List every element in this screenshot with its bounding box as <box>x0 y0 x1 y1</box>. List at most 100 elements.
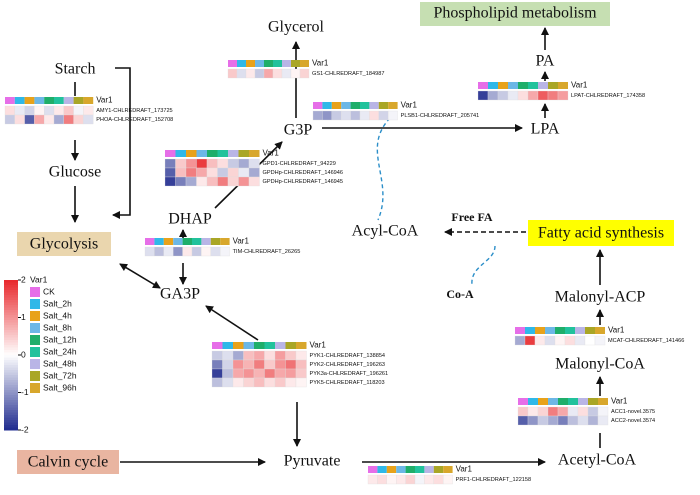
heat-cell <box>217 158 229 169</box>
colorbar-step <box>4 320 18 323</box>
var-label: Var1 <box>608 326 625 335</box>
heat-cell <box>232 377 244 388</box>
heat-cell <box>547 415 559 426</box>
colorbar-step <box>4 422 18 426</box>
heat-cell <box>185 176 197 187</box>
heat-cell <box>53 105 64 116</box>
heat-cell <box>388 110 398 121</box>
heat-cell <box>248 158 260 169</box>
heat-cell <box>211 377 223 388</box>
condition-swatch <box>282 60 291 67</box>
heat-cell <box>217 176 229 187</box>
heat-cell <box>163 246 174 257</box>
colorbar-tick-label: 1 <box>21 312 26 322</box>
node-label: PA <box>536 53 555 70</box>
heat-cell <box>341 110 351 121</box>
colorbar-step <box>4 315 18 318</box>
heat-cell <box>524 335 536 346</box>
heat-cell <box>290 68 301 79</box>
heat-cell <box>377 474 387 485</box>
arrow <box>205 305 259 341</box>
condition-swatch <box>246 60 255 67</box>
condition-swatch <box>264 342 275 349</box>
heat-cell <box>243 359 255 370</box>
condition-swatch <box>291 60 300 67</box>
colorbar-step <box>4 400 18 403</box>
gene-label: GS1-CHLREDRAFT_184987 <box>312 71 384 77</box>
gene-label: GPDHp-CHLREDRAFT_146945 <box>263 179 344 185</box>
condition-swatch <box>201 238 211 245</box>
colorbar-step <box>4 375 18 378</box>
colorbar-step <box>4 327 18 331</box>
heat-cell <box>222 368 234 379</box>
heat-cell <box>182 246 193 257</box>
colorbar-step <box>4 310 18 313</box>
condition-swatch <box>322 102 332 109</box>
condition-swatch <box>350 102 360 109</box>
condition-swatch <box>518 82 528 89</box>
heat-cell <box>206 176 218 187</box>
condition-swatch <box>182 238 192 245</box>
colorbar-step <box>4 292 18 296</box>
condition-swatch <box>598 398 608 405</box>
heat-cell <box>154 246 164 257</box>
condition-swatch <box>228 150 239 157</box>
heat-cell <box>232 359 244 370</box>
colorbar-step <box>4 342 18 346</box>
condition-swatch <box>368 466 378 473</box>
heat-cell <box>253 377 265 388</box>
legend-label: Salt_24h <box>43 346 77 356</box>
gene-label: PYK1-CHLREDRAFT_138854 <box>310 353 386 359</box>
legend-swatch <box>30 287 40 297</box>
colorbar-step <box>4 297 18 301</box>
var-label: Var1 <box>96 96 113 105</box>
colorbar-step <box>4 402 18 406</box>
colorbar-step <box>4 412 18 416</box>
legend-label: Salt_96h <box>43 382 77 392</box>
colorbar-step <box>4 405 18 408</box>
heat-cell <box>367 474 378 485</box>
heat-cell <box>264 350 276 361</box>
legend-swatch <box>30 311 40 321</box>
colorbar-step <box>4 397 18 401</box>
condition-swatch <box>249 150 260 157</box>
colorbar-step <box>4 285 18 288</box>
heat-cell <box>144 246 155 257</box>
heat-cell <box>557 90 569 101</box>
condition-swatch <box>588 398 598 405</box>
gene-label: PLSB1-CHLREDRAFT_205741 <box>401 113 480 119</box>
condition-swatch <box>386 466 397 473</box>
heat-cell <box>281 68 292 79</box>
heat-cell <box>83 114 94 125</box>
var-label: Var1 <box>611 397 628 406</box>
heat-cell <box>487 90 499 101</box>
condition-swatch <box>565 327 575 334</box>
condition-swatch <box>5 97 15 104</box>
condition-swatch <box>378 102 389 109</box>
heat-cell <box>264 368 276 379</box>
colorbar-step <box>4 317 18 321</box>
heat-cell <box>63 105 74 116</box>
legend-label: Salt_2h <box>43 298 72 308</box>
heat-cell <box>517 90 529 101</box>
condition-swatch <box>192 238 202 245</box>
condition-swatch <box>498 82 508 89</box>
colorbar-step <box>4 287 18 291</box>
colorbar-step <box>4 347 18 351</box>
condition-swatch <box>515 327 525 334</box>
colorbar-step <box>4 357 18 361</box>
colorbar-step <box>4 425 18 428</box>
node-label: Co-A <box>446 287 474 301</box>
legend-swatch <box>30 323 40 333</box>
condition-swatch <box>173 238 183 245</box>
condition-swatch <box>313 102 323 109</box>
heat-cell <box>222 377 234 388</box>
colorbar-step <box>4 312 18 316</box>
heat-cell <box>201 246 211 257</box>
dashed-link <box>376 117 391 221</box>
colorbar-step <box>4 380 18 383</box>
legend-label: Salt_48h <box>43 358 77 368</box>
heat-cell <box>63 114 74 125</box>
node-boxes <box>17 2 674 474</box>
condition-swatch <box>443 466 453 473</box>
